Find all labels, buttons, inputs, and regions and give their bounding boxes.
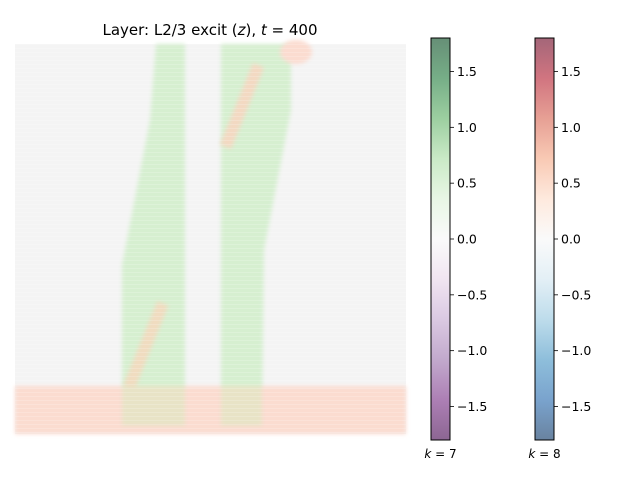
heatmap-texture [15,44,406,434]
colorbar-k8: 1.5 1.0 0.5 0.0 −0.5 −1.0 −1.5 k = 8 [528,37,591,461]
colorbar-k7: 1.5 1.0 0.5 0.0 −0.5 −1.0 −1.5 k = 7 [424,37,487,461]
heatmap-panel [15,40,406,434]
cb-k7-tick-label: 1.5 [457,64,477,79]
colorbar-k8-ticks: 1.5 1.0 0.5 0.0 −0.5 −1.0 −1.5 [554,64,591,414]
cb-k7-tick-label: −1.5 [457,399,487,414]
cb-k8-tick-label: 0.0 [561,232,581,247]
colorbar-k7-label: k = 7 [424,447,456,461]
cb-k7-tick-label: 1.0 [457,120,477,135]
cb-k8-tick-label: −1.5 [561,399,591,414]
colorbar-k8-label: k = 8 [528,447,560,461]
cb-k8-tick-label: 1.0 [561,120,581,135]
chart-title: Layer: L2/3 excit (z), t = 400 [102,21,317,39]
colorbar-k7-ticks: 1.5 1.0 0.5 0.0 −0.5 −1.0 −1.5 [450,64,487,414]
cb-k8-tick-label: −1.0 [561,343,591,358]
cb-k7-tick-label: 0.0 [457,232,477,247]
cb-k8-tick-label: −0.5 [561,287,591,302]
colorbar-k7-gradient [431,38,450,440]
cb-k7-tick-label: −1.0 [457,343,487,358]
cb-k7-tick-label: −0.5 [457,287,487,302]
cb-k8-tick-label: 0.5 [561,176,581,191]
cb-k8-tick-label: 1.5 [561,64,581,79]
colorbar-k8-gradient [535,38,554,440]
cb-k7-tick-label: 0.5 [457,176,477,191]
